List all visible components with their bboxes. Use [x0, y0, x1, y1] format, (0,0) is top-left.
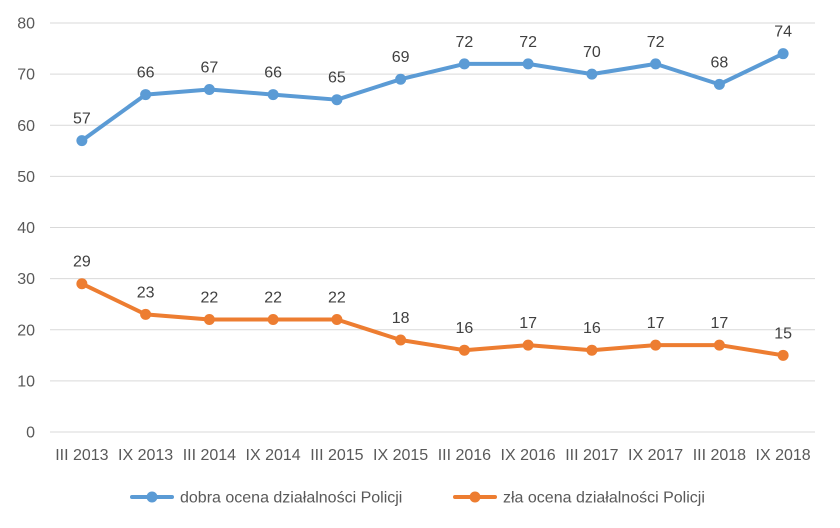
data-point — [522, 339, 534, 351]
x-tick-label: IX 2018 — [756, 447, 811, 464]
data-point — [203, 83, 215, 95]
y-tick-label: 40 — [17, 220, 35, 237]
data-point — [650, 58, 662, 70]
data-label: 15 — [774, 325, 792, 342]
data-point — [586, 344, 598, 356]
y-tick-label: 20 — [17, 322, 35, 339]
data-label: 74 — [774, 24, 792, 41]
data-point — [777, 48, 789, 60]
legend-marker — [469, 491, 481, 503]
data-label: 69 — [392, 49, 410, 66]
data-label: 72 — [647, 34, 665, 51]
data-label: 67 — [200, 59, 218, 76]
data-label: 57 — [73, 111, 91, 128]
legend-marker — [146, 491, 158, 503]
y-axis-ticks: 0 10 20 30 40 50 60 70 80 — [17, 16, 35, 442]
x-tick-label: III 2015 — [310, 447, 363, 464]
x-tick-label: IX 2015 — [373, 447, 428, 464]
legend-label: dobra ocena działalności Policji — [180, 490, 402, 507]
y-tick-label: 30 — [17, 271, 35, 288]
data-point — [76, 135, 88, 147]
data-label: 16 — [455, 320, 473, 337]
data-point — [331, 314, 343, 326]
data-point — [395, 73, 407, 85]
data-label: 18 — [392, 310, 410, 327]
y-tick-label: 80 — [17, 16, 35, 33]
data-label: 22 — [200, 290, 218, 307]
x-tick-label: IX 2013 — [118, 447, 173, 464]
x-tick-label: III 2017 — [565, 447, 618, 464]
data-label: 29 — [73, 254, 91, 271]
data-point — [713, 339, 725, 351]
data-point — [458, 344, 470, 356]
data-label: 66 — [264, 65, 282, 82]
x-tick-label: IX 2017 — [628, 447, 683, 464]
data-label: 17 — [519, 315, 537, 332]
data-point — [267, 314, 279, 326]
data-label: 70 — [583, 44, 601, 61]
grid — [50, 22, 815, 433]
data-label: 22 — [264, 290, 282, 307]
data-label: 68 — [710, 54, 728, 71]
data-labels: 57 66 67 66 65 69 72 72 70 72 68 74 29 23 22 22 22 18 16 17… — [73, 24, 792, 343]
x-tick-label: IX 2016 — [501, 447, 556, 464]
series-group — [76, 48, 789, 361]
x-tick-label: IX 2014 — [246, 447, 301, 464]
x-tick-label: III 2014 — [183, 447, 236, 464]
data-label: 66 — [137, 65, 155, 82]
data-point — [458, 58, 470, 70]
data-point — [650, 339, 662, 351]
y-tick-label: 70 — [17, 67, 35, 84]
data-point — [713, 78, 725, 90]
x-tick-label: III 2016 — [438, 447, 491, 464]
y-tick-label: 60 — [17, 118, 35, 135]
legend: dobra ocena działalności Policji zła ocen… — [130, 490, 705, 507]
data-label: 23 — [137, 284, 155, 301]
data-point — [140, 308, 152, 320]
y-tick-label: 50 — [17, 169, 35, 186]
data-label: 16 — [583, 320, 601, 337]
data-point — [267, 89, 279, 101]
data-label: 72 — [455, 34, 473, 51]
data-label: 65 — [328, 70, 346, 87]
data-point — [140, 89, 152, 101]
data-point — [331, 94, 343, 106]
data-point — [777, 349, 789, 361]
data-point — [586, 68, 598, 80]
x-tick-label: III 2013 — [55, 447, 108, 464]
data-point — [395, 334, 407, 346]
y-tick-label: 0 — [26, 425, 35, 442]
data-label: 17 — [647, 315, 665, 332]
data-label: 17 — [710, 315, 728, 332]
x-tick-label: III 2018 — [693, 447, 746, 464]
x-axis-ticks: III 2013 IX 2013 III 2014 IX 2014 III 2015 IX… — [55, 447, 811, 464]
series-line — [79, 281, 786, 358]
data-label: 22 — [328, 290, 346, 307]
legend-label: zła ocena działalności Policji — [503, 490, 705, 507]
y-tick-label: 10 — [17, 373, 35, 390]
data-label: 72 — [519, 34, 537, 51]
data-point — [203, 314, 215, 326]
data-point — [76, 278, 88, 290]
series-line — [79, 51, 786, 143]
data-point — [522, 58, 534, 70]
